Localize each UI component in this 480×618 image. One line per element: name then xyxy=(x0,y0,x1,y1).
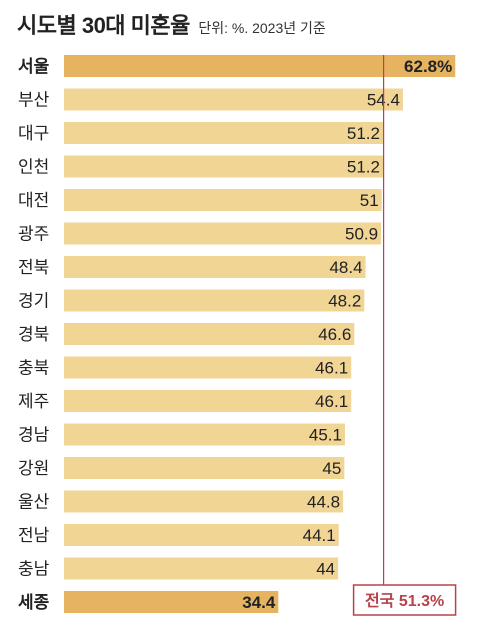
bar-14 xyxy=(64,490,344,513)
value-label: 44.1 xyxy=(303,526,336,545)
category-label: 제주 xyxy=(18,392,49,411)
reference-label: 전국 51.3% xyxy=(365,592,444,610)
bar-7 xyxy=(64,256,366,278)
category-label: 울산 xyxy=(18,493,50,512)
category-label: 인천 xyxy=(18,158,49,177)
value-label: 46.1 xyxy=(315,392,348,411)
bar-11 xyxy=(64,390,352,412)
bar-2 xyxy=(64,88,403,111)
category-label: 세종 xyxy=(18,593,50,612)
category-label: 강원 xyxy=(18,459,49,478)
bar-1 xyxy=(64,55,456,77)
value-label: 62.8% xyxy=(404,57,452,76)
value-label: 51.2 xyxy=(347,124,380,143)
bar-9 xyxy=(64,323,355,345)
value-label: 34.4 xyxy=(242,593,276,612)
reference-label-box xyxy=(352,584,457,616)
value-label: 45.1 xyxy=(309,426,342,445)
category-label: 충북 xyxy=(18,359,49,378)
value-label: 45 xyxy=(322,459,341,478)
category-label: 대전 xyxy=(18,191,49,210)
value-label: 46.6 xyxy=(318,325,351,344)
chart-title: 시도별 30대 미혼율 xyxy=(17,13,190,38)
value-label: 51.2 xyxy=(347,158,380,177)
value-label: 44.8 xyxy=(307,493,340,512)
bar-15 xyxy=(64,524,339,546)
bar-13 xyxy=(64,457,345,479)
bar-8 xyxy=(64,289,365,312)
bar-12 xyxy=(64,423,345,446)
bar-17 xyxy=(64,591,279,613)
category-label: 전남 xyxy=(18,526,50,545)
bar-16 xyxy=(64,557,339,580)
bar-3 xyxy=(64,122,383,144)
category-label: 충남 xyxy=(18,560,50,579)
category-label: 서울 xyxy=(18,57,50,76)
category-label: 광주 xyxy=(18,225,49,244)
value-label: 51 xyxy=(360,191,379,210)
chart-header: 시도별 30대 미혼율 단위: %. 2023년 기준 xyxy=(17,8,477,44)
bar-10 xyxy=(64,356,352,379)
category-label: 부산 xyxy=(18,91,50,110)
value-label: 44 xyxy=(316,560,335,579)
bar-4 xyxy=(64,155,383,178)
category-label: 전북 xyxy=(18,258,49,277)
category-label: 경기 xyxy=(18,292,49,311)
value-label: 48.4 xyxy=(329,258,362,277)
value-label: 48.2 xyxy=(328,292,361,311)
value-label: 50.9 xyxy=(345,225,378,244)
bar-6 xyxy=(64,222,382,245)
chart-subtitle: 단위: %. 2023년 기준 xyxy=(198,20,326,36)
category-label: 경북 xyxy=(18,325,49,344)
value-label: 46.1 xyxy=(315,359,348,378)
bar-5 xyxy=(64,189,382,211)
category-label: 경남 xyxy=(18,426,50,445)
category-label: 대구 xyxy=(18,124,49,143)
